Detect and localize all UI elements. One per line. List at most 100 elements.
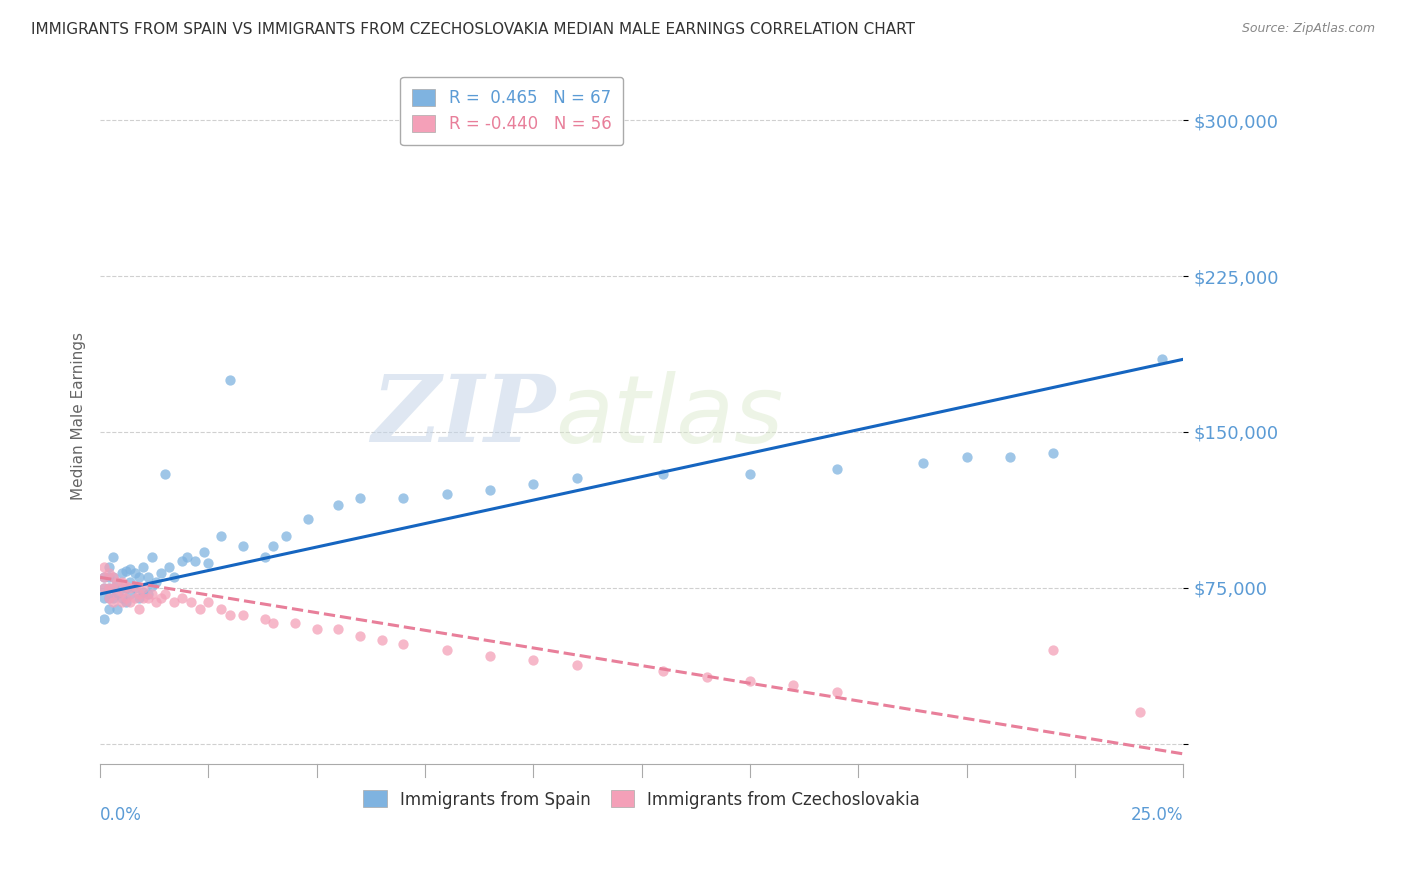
Point <box>107 587 129 601</box>
Point <box>101 549 124 564</box>
Point <box>209 601 232 615</box>
Point <box>479 649 502 664</box>
Point <box>912 456 935 470</box>
Point <box>115 591 138 606</box>
Point <box>97 591 120 606</box>
Point <box>93 581 115 595</box>
Point <box>153 587 176 601</box>
Point <box>349 628 371 642</box>
Point <box>1042 643 1064 657</box>
Text: 0.0%: 0.0% <box>100 806 142 824</box>
Point <box>328 498 350 512</box>
Point <box>825 462 848 476</box>
Point <box>111 581 134 595</box>
Point <box>956 450 979 464</box>
Point <box>115 581 138 595</box>
Point <box>565 657 588 672</box>
Point <box>1150 352 1173 367</box>
Point <box>297 512 319 526</box>
Point <box>262 539 284 553</box>
Point <box>111 574 134 589</box>
Point <box>97 570 120 584</box>
Point <box>172 554 194 568</box>
Point <box>101 591 124 606</box>
Point <box>101 581 124 595</box>
Point <box>111 566 134 581</box>
Point <box>107 574 129 589</box>
Point <box>149 591 172 606</box>
Text: IMMIGRANTS FROM SPAIN VS IMMIGRANTS FROM CZECHOSLOVAKIA MEDIAN MALE EARNINGS COR: IMMIGRANTS FROM SPAIN VS IMMIGRANTS FROM… <box>31 22 915 37</box>
Point <box>97 581 120 595</box>
Point <box>305 622 328 636</box>
Point <box>176 549 198 564</box>
Point <box>128 587 150 601</box>
Point <box>101 570 124 584</box>
Point <box>141 579 163 593</box>
Point <box>436 643 458 657</box>
Point <box>111 591 134 606</box>
Point <box>253 549 276 564</box>
Point <box>115 579 138 593</box>
Point <box>180 595 202 609</box>
Point <box>120 587 142 601</box>
Point <box>998 450 1021 464</box>
Point <box>97 560 120 574</box>
Point <box>479 483 502 497</box>
Point <box>652 467 675 481</box>
Legend: Immigrants from Spain, Immigrants from Czechoslovakia: Immigrants from Spain, Immigrants from C… <box>353 780 931 819</box>
Point <box>197 595 219 609</box>
Point <box>696 670 718 684</box>
Point <box>128 601 150 615</box>
Point <box>93 581 115 595</box>
Text: atlas: atlas <box>555 371 783 462</box>
Point <box>124 579 146 593</box>
Point <box>371 632 394 647</box>
Point <box>197 556 219 570</box>
Point <box>93 591 115 606</box>
Point <box>120 595 142 609</box>
Point <box>219 373 242 387</box>
Point <box>159 560 181 574</box>
Point <box>284 615 307 630</box>
Point <box>153 467 176 481</box>
Point <box>232 539 254 553</box>
Point <box>97 591 120 606</box>
Point <box>262 615 284 630</box>
Point <box>1042 446 1064 460</box>
Point <box>120 574 142 589</box>
Point <box>111 585 134 599</box>
Point <box>1129 706 1152 720</box>
Point <box>392 637 415 651</box>
Point <box>124 566 146 581</box>
Point <box>136 591 159 606</box>
Point <box>128 591 150 606</box>
Point <box>825 684 848 698</box>
Point <box>124 591 146 606</box>
Point <box>253 612 276 626</box>
Point <box>132 581 155 595</box>
Point <box>652 664 675 678</box>
Point <box>565 470 588 484</box>
Point <box>101 581 124 595</box>
Point <box>115 564 138 578</box>
Point <box>97 566 120 581</box>
Point <box>124 581 146 595</box>
Point <box>93 612 115 626</box>
Point <box>141 587 163 601</box>
Point <box>163 570 186 584</box>
Point <box>328 622 350 636</box>
Point <box>107 601 129 615</box>
Point <box>93 570 115 584</box>
Point <box>107 574 129 589</box>
Point <box>132 585 155 599</box>
Point <box>738 467 761 481</box>
Point <box>145 574 167 589</box>
Point <box>136 570 159 584</box>
Point <box>738 674 761 689</box>
Point <box>128 570 150 584</box>
Point <box>93 560 115 574</box>
Point <box>132 560 155 574</box>
Point <box>163 595 186 609</box>
Point <box>193 545 215 559</box>
Point <box>101 570 124 584</box>
